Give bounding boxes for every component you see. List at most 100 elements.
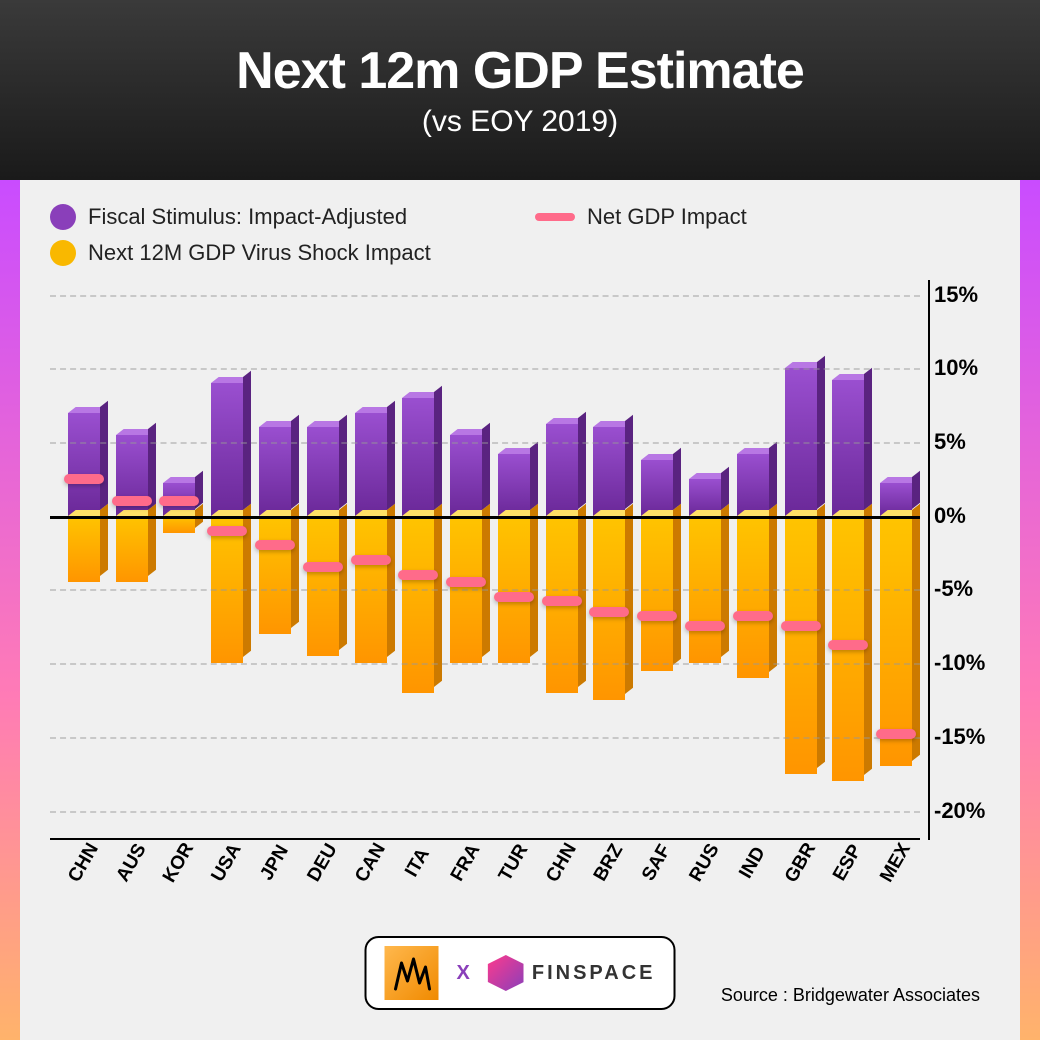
fiscal-bar	[68, 413, 100, 516]
y-tick-label: -15%	[934, 724, 990, 750]
bar-column	[347, 280, 395, 840]
x-tick-label: DEU	[299, 852, 347, 912]
net-gdp-marker	[781, 621, 821, 631]
bar-column	[251, 280, 299, 840]
page-title: Next 12m GDP Estimate	[236, 41, 804, 101]
x-tick-label: AUS	[108, 852, 156, 912]
net-gdp-marker	[733, 611, 773, 621]
grid-line	[50, 811, 920, 813]
virus-bar	[641, 516, 673, 671]
bar-column	[299, 280, 347, 840]
x-tick-label: IND	[729, 852, 777, 912]
x-tick-label: ITA	[394, 852, 442, 912]
virus-bar	[737, 516, 769, 678]
net-gdp-marker	[494, 592, 534, 602]
net-gdp-marker	[64, 474, 104, 484]
fiscal-bar	[259, 427, 291, 515]
grid-line	[50, 663, 920, 665]
x-tick-label: SAF	[633, 852, 681, 912]
legend-fiscal: Fiscal Stimulus: Impact-Adjusted	[50, 204, 505, 230]
fiscal-bar	[498, 454, 530, 516]
plot-area: 15%10%5%0%-5%-10%-15%-20%	[50, 280, 920, 840]
y-tick-label: 15%	[934, 282, 990, 308]
y-axis	[928, 280, 930, 840]
header: Next 12m GDP Estimate (vs EOY 2019)	[0, 0, 1040, 180]
grid-line	[50, 442, 920, 444]
fiscal-bar	[402, 398, 434, 516]
x-labels: CHNAUSKORUSAJPNDEUCANITAFRATURCHNBRZSAFR…	[50, 852, 920, 912]
x-tick-label: CAN	[347, 852, 395, 912]
legend-swatch-yellow	[50, 240, 76, 266]
bar-column	[633, 280, 681, 840]
legend-virus: Next 12M GDP Virus Shock Impact	[50, 240, 505, 266]
virus-bar	[785, 516, 817, 774]
grid-line	[50, 368, 920, 370]
bar-column	[872, 280, 920, 840]
grid-line	[50, 737, 920, 739]
y-tick-label: 10%	[934, 355, 990, 381]
x-tick-label: CHN	[60, 852, 108, 912]
finspace-cube-icon	[488, 955, 524, 991]
legend-swatch-line	[535, 213, 575, 221]
net-gdp-marker	[685, 621, 725, 631]
fiscal-bar	[593, 427, 625, 515]
x-tick-label: RUS	[681, 852, 729, 912]
virus-bar	[116, 516, 148, 582]
net-gdp-marker	[207, 526, 247, 536]
fiscal-bar	[355, 413, 387, 516]
virus-bar	[307, 516, 339, 656]
y-tick-label: -20%	[934, 798, 990, 824]
bars-container	[50, 280, 920, 840]
net-gdp-marker	[876, 729, 916, 739]
finspace-text: FINSPACE	[532, 962, 656, 985]
content-frame: Fiscal Stimulus: Impact-Adjusted Net GDP…	[0, 180, 1040, 1040]
source-text: Source : Bridgewater Associates	[721, 985, 980, 1006]
net-gdp-marker	[542, 596, 582, 606]
x-tick-label: CHN	[538, 852, 586, 912]
legend-label: Next 12M GDP Virus Shock Impact	[88, 240, 431, 266]
fiscal-bar	[211, 383, 243, 516]
bar-column	[203, 280, 251, 840]
virus-bar	[68, 516, 100, 582]
net-gdp-marker	[589, 607, 629, 617]
net-gdp-marker	[159, 496, 199, 506]
net-gdp-marker	[637, 611, 677, 621]
legend-swatch-purple	[50, 204, 76, 230]
bar-column	[156, 280, 204, 840]
footer-brand-box: X FINSPACE	[365, 936, 676, 1010]
grid-line	[50, 589, 920, 591]
x-tick-label: FRA	[442, 852, 490, 912]
x-tick-label: ESP	[825, 852, 873, 912]
y-tick-label: 5%	[934, 429, 990, 455]
page-subtitle: (vs EOY 2019)	[422, 105, 618, 139]
grid-line	[50, 516, 920, 519]
virus-bar	[259, 516, 291, 634]
x-tick-label: BRZ	[586, 852, 634, 912]
x-tick-label: JPN	[251, 852, 299, 912]
fiscal-bar	[546, 424, 578, 515]
net-gdp-marker	[398, 570, 438, 580]
bar-column	[442, 280, 490, 840]
y-tick-label: -10%	[934, 650, 990, 676]
bar-column	[60, 280, 108, 840]
fiscal-bar	[832, 380, 864, 516]
chart-area: Fiscal Stimulus: Impact-Adjusted Net GDP…	[20, 180, 1020, 1040]
bar-column	[777, 280, 825, 840]
fiscal-bar	[641, 460, 673, 516]
bar-column	[490, 280, 538, 840]
bar-column	[825, 280, 873, 840]
fiscal-bar	[450, 435, 482, 516]
x-tick-label: USA	[203, 852, 251, 912]
x-tick-label: GBR	[777, 852, 825, 912]
fiscal-bar	[307, 427, 339, 515]
legend-label: Fiscal Stimulus: Impact-Adjusted	[88, 204, 407, 230]
x-tick-label: MEX	[872, 852, 920, 912]
x-tick-label: TUR	[490, 852, 538, 912]
net-gdp-marker	[446, 577, 486, 587]
bar-column	[681, 280, 729, 840]
logo-finspace: FINSPACE	[488, 955, 656, 991]
bar-column	[586, 280, 634, 840]
infographic-root: Next 12m GDP Estimate (vs EOY 2019) Fisc…	[0, 0, 1040, 1040]
net-gdp-marker	[303, 562, 343, 572]
y-tick-label: -5%	[934, 576, 990, 602]
